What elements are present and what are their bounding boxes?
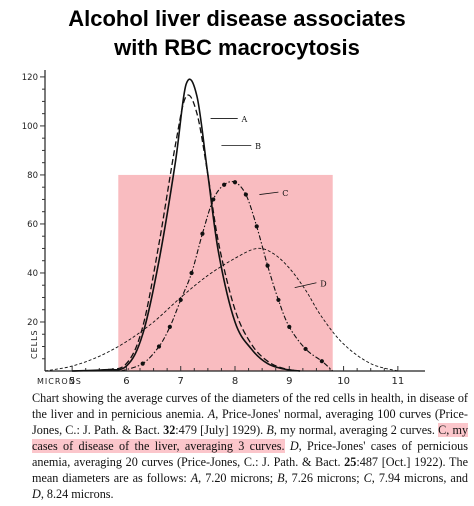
series-b-label: B bbox=[255, 142, 261, 151]
x-tick-label: 6 bbox=[123, 376, 129, 387]
series-c-point bbox=[320, 359, 324, 363]
series-c-point bbox=[233, 180, 237, 184]
y-tick-label: 80 bbox=[27, 171, 38, 181]
x-tick-label: 8 bbox=[232, 376, 238, 387]
caption-mean-c-letter: C bbox=[364, 471, 372, 485]
series-c-point bbox=[189, 271, 193, 275]
caption-mean-b: , 7.26 microns; bbox=[285, 471, 360, 485]
series-c-point bbox=[255, 224, 259, 228]
caption-d-letter: D bbox=[290, 439, 299, 453]
series-a-label: A bbox=[241, 115, 248, 124]
caption-mean-d-letter: D bbox=[32, 487, 41, 501]
y-tick-label: 40 bbox=[27, 269, 38, 279]
series-c-point bbox=[168, 325, 172, 329]
y-tick-label: 120 bbox=[22, 73, 38, 83]
series-c-point bbox=[200, 232, 204, 236]
series-c-point bbox=[287, 325, 291, 329]
page-title: Alcohol liver disease associates with RB… bbox=[0, 4, 474, 62]
y-tick-label: 100 bbox=[22, 122, 38, 132]
series-c-point bbox=[141, 362, 145, 366]
x-tick-label: 11 bbox=[391, 376, 404, 387]
series-c-point bbox=[211, 197, 215, 201]
x-tick-label: 9 bbox=[286, 376, 292, 387]
x-tick-label: 7 bbox=[178, 376, 184, 387]
series-c-point bbox=[303, 347, 307, 351]
caption-ref1-volume: 32 bbox=[163, 423, 175, 437]
series-c-point bbox=[265, 264, 269, 268]
y-tick-label: 60 bbox=[27, 220, 38, 230]
x-tick-label: 10 bbox=[337, 376, 350, 387]
figure-caption: Chart showing the average curves of the … bbox=[32, 390, 468, 502]
caption-mean-c: , 7.94 microns, and bbox=[372, 471, 468, 485]
caption-mean-a: , 7.20 microns; bbox=[198, 471, 273, 485]
x-axis-label: MICRONS bbox=[37, 377, 82, 386]
caption-b-letter: B bbox=[266, 423, 273, 437]
caption-part4: , my normal, averaging 2 curves. bbox=[274, 423, 435, 437]
series-c-point bbox=[157, 344, 161, 348]
caption-part3: :479 [July] 1929). bbox=[175, 423, 263, 437]
series-c-point bbox=[222, 183, 226, 187]
y-tick-label: 20 bbox=[27, 318, 38, 328]
cell-diameter-chart: 20406080100120567891011MICRONSCELLSABCD bbox=[0, 64, 474, 390]
series-c-point bbox=[276, 298, 280, 302]
series-d-label: D bbox=[320, 279, 326, 288]
title-line-1: Alcohol liver disease associates bbox=[0, 4, 474, 33]
series-c-point bbox=[244, 192, 248, 196]
y-axis-label: CELLS bbox=[30, 329, 39, 359]
caption-ref2-volume: 25 bbox=[344, 455, 356, 469]
title-line-2: with RBC macrocytosis bbox=[0, 33, 474, 62]
caption-mean-b-letter: B bbox=[277, 471, 284, 485]
series-c-label: C bbox=[282, 189, 288, 198]
caption-mean-d: , 8.24 microns. bbox=[41, 487, 114, 501]
